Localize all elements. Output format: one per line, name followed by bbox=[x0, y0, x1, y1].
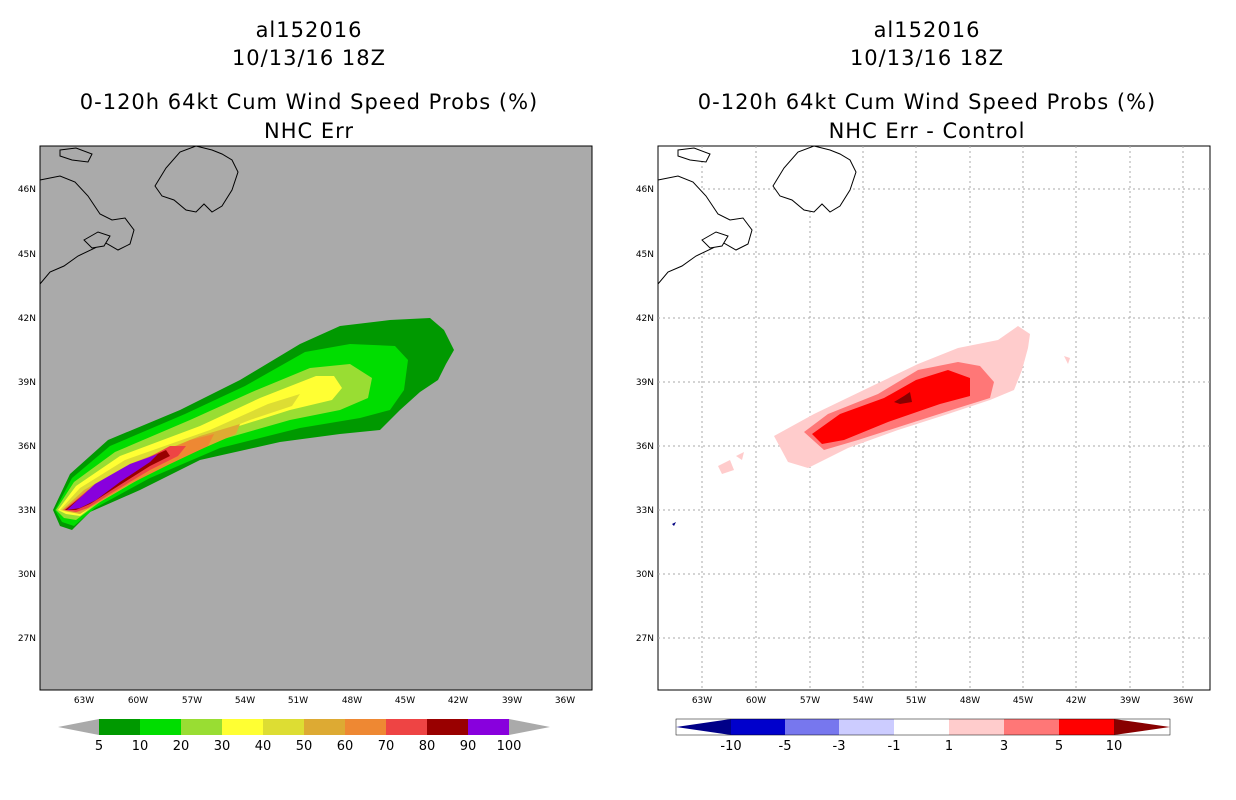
right-x-ticks: 63W 60W 57W 54W 51W 48W 45W 42W 39W 36W bbox=[692, 696, 1193, 706]
right-coastline bbox=[657, 145, 857, 286]
left-y-tick: 39N bbox=[18, 378, 36, 388]
right-swath bbox=[672, 326, 1070, 526]
right-colorbar-swatch bbox=[1004, 719, 1059, 735]
left-colorbar-swatch bbox=[99, 719, 140, 735]
left-colorbar-swatch bbox=[345, 719, 386, 735]
right-colorbar-label: -5 bbox=[779, 739, 792, 754]
left-colorbar-label: 5 bbox=[95, 739, 103, 754]
right-colorbar-swatch bbox=[785, 719, 839, 735]
left-x-tick: 39W bbox=[502, 696, 522, 706]
left-colorbar-swatch bbox=[304, 719, 345, 735]
left-x-tick: 42W bbox=[448, 696, 468, 706]
left-colorbar-swatch bbox=[386, 719, 427, 735]
right-x-tick: 39W bbox=[1120, 696, 1140, 706]
left-y-tick: 30N bbox=[18, 570, 36, 580]
right-colorbar-label: -3 bbox=[833, 739, 846, 754]
right-y-tick: 36N bbox=[636, 442, 654, 452]
left-x-tick: 48W bbox=[342, 696, 362, 706]
left-colorbar-label: 20 bbox=[173, 739, 190, 754]
right-title-date: 10/13/16 18Z bbox=[849, 46, 1005, 70]
right-y-tick: 45N bbox=[636, 250, 654, 260]
right-colorbar-swatch bbox=[839, 719, 894, 735]
right-panel: al152016 10/13/16 18Z 0-120h 64kt Cum Wi… bbox=[618, 0, 1236, 800]
left-x-tick: 51W bbox=[288, 696, 308, 706]
left-colorbar-label: 10 bbox=[132, 739, 149, 754]
right-colorbar-swatch bbox=[894, 719, 949, 735]
left-colorbar-swatch bbox=[468, 719, 509, 735]
left-x-tick: 57W bbox=[182, 696, 202, 706]
right-x-tick: 54W bbox=[853, 696, 873, 706]
left-colorbar-swatch bbox=[181, 719, 222, 735]
left-colorbar-low-cap bbox=[58, 719, 99, 735]
left-y-tick: 36N bbox=[18, 442, 36, 452]
left-colorbar-swatch bbox=[427, 719, 468, 735]
left-x-tick: 63W bbox=[74, 696, 94, 706]
right-colorbar-swatch bbox=[949, 719, 1004, 735]
right-y-tick: 33N bbox=[636, 506, 654, 516]
right-y-tick: 39N bbox=[636, 378, 654, 388]
right-x-tick: 60W bbox=[746, 696, 766, 706]
right-colorbar-low-cap bbox=[676, 719, 731, 735]
right-x-tick: 45W bbox=[1013, 696, 1033, 706]
left-colorbar-swatch bbox=[140, 719, 181, 735]
left-x-tick: 45W bbox=[395, 696, 415, 706]
right-map-svg: 63W 60W 57W 54W 51W 48W 45W 42W 39W 36W … bbox=[636, 145, 1211, 754]
left-swath bbox=[53, 318, 454, 530]
left-y-tick: 46N bbox=[18, 185, 36, 195]
left-x-ticks: 63W 60W 57W 54W 51W 48W 45W 42W 39W 36W bbox=[74, 696, 575, 706]
left-y-tick: 33N bbox=[18, 506, 36, 516]
right-colorbar-high-cap bbox=[1114, 719, 1170, 735]
left-x-tick: 54W bbox=[235, 696, 255, 706]
right-y-tick: 46N bbox=[636, 185, 654, 195]
right-x-tick: 48W bbox=[960, 696, 980, 706]
left-title-date: 10/13/16 18Z bbox=[231, 46, 387, 70]
left-colorbar-label: 100 bbox=[497, 739, 522, 754]
left-colorbar-label: 60 bbox=[337, 739, 354, 754]
left-colorbar-label: 70 bbox=[378, 739, 395, 754]
right-grid bbox=[658, 146, 1210, 690]
left-colorbar-swatch bbox=[263, 719, 304, 735]
right-y-tick: 27N bbox=[636, 634, 654, 644]
left-colorbar-label: 50 bbox=[296, 739, 313, 754]
right-y-tick: 30N bbox=[636, 570, 654, 580]
left-colorbar: 5 10 20 30 40 50 60 70 80 90 100 bbox=[58, 719, 550, 754]
right-colorbar-label: 10 bbox=[1106, 739, 1123, 754]
left-panel: al152016 10/13/16 18Z 0-120h 64kt Cum Wi… bbox=[18, 18, 593, 754]
right-colorbar: -10 -5 -3 -1 1 3 5 10 bbox=[675, 718, 1171, 754]
right-x-tick: 63W bbox=[692, 696, 712, 706]
right-colorbar-swatch bbox=[1059, 719, 1114, 735]
left-colorbar-label: 90 bbox=[460, 739, 477, 754]
left-y-tick: 27N bbox=[18, 634, 36, 644]
right-colorbar-label: 5 bbox=[1055, 739, 1063, 754]
left-y-tick: 42N bbox=[18, 314, 36, 324]
right-y-ticks: 46N 45N 42N 39N 36N 33N 30N 27N bbox=[636, 185, 654, 644]
left-title-storm: al152016 bbox=[255, 18, 363, 42]
right-title-subtitle: NHC Err - Control bbox=[828, 119, 1026, 143]
right-title-product: 0-120h 64kt Cum Wind Speed Probs (%) bbox=[697, 90, 1157, 114]
left-map-svg: 63W 60W 57W 54W 51W 48W 45W 42W 39W 36W … bbox=[18, 145, 593, 754]
right-x-tick: 36W bbox=[1173, 696, 1193, 706]
left-colorbar-label: 40 bbox=[255, 739, 272, 754]
left-coastline bbox=[39, 145, 239, 286]
right-x-tick: 57W bbox=[800, 696, 820, 706]
left-colorbar-label: 80 bbox=[419, 739, 436, 754]
left-y-tick: 45N bbox=[18, 250, 36, 260]
left-colorbar-high-cap bbox=[509, 719, 550, 735]
right-colorbar-label: 1 bbox=[945, 739, 953, 754]
right-colorbar-swatch bbox=[731, 719, 785, 735]
left-x-tick: 60W bbox=[128, 696, 148, 706]
left-x-tick: 36W bbox=[555, 696, 575, 706]
right-colorbar-label: -1 bbox=[888, 739, 901, 754]
right-x-tick: 42W bbox=[1066, 696, 1086, 706]
left-colorbar-swatch bbox=[222, 719, 263, 735]
right-colorbar-label: -10 bbox=[720, 739, 741, 754]
right-x-tick: 51W bbox=[906, 696, 926, 706]
right-y-tick: 42N bbox=[636, 314, 654, 324]
left-colorbar-label: 30 bbox=[214, 739, 231, 754]
left-y-ticks: 46N 45N 42N 39N 36N 33N 30N 27N bbox=[18, 185, 36, 644]
left-title-subtitle: NHC Err bbox=[263, 119, 354, 143]
right-title-storm: al152016 bbox=[873, 18, 981, 42]
left-title-product: 0-120h 64kt Cum Wind Speed Probs (%) bbox=[79, 90, 539, 114]
right-colorbar-label: 3 bbox=[1000, 739, 1008, 754]
